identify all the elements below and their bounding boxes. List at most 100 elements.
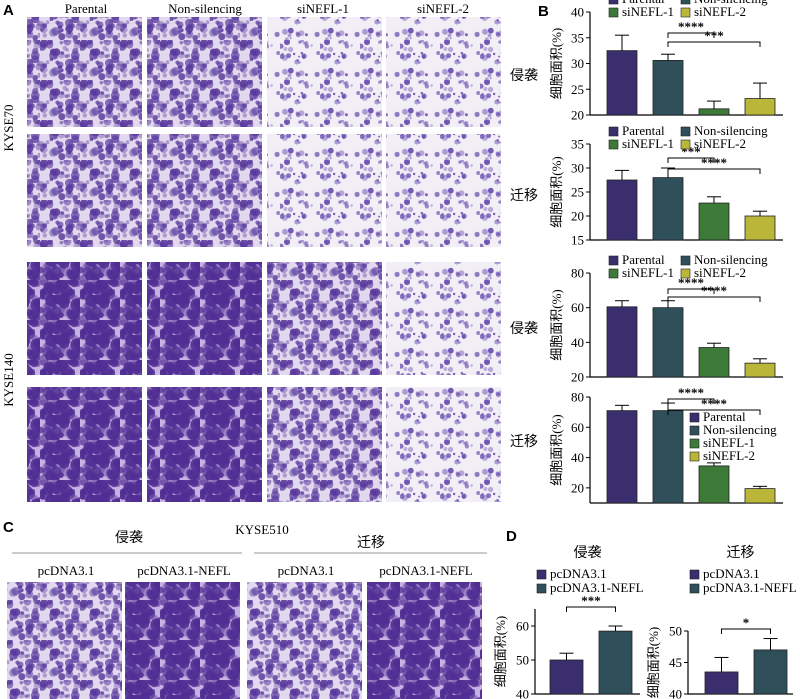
legend-label: siNEFL-2 — [694, 265, 746, 280]
legend-label: Non-silencing — [694, 123, 768, 138]
y-tick-label: 45 — [669, 655, 682, 670]
y-tick-label: 80 — [571, 390, 584, 405]
significance-bracket — [667, 41, 761, 47]
column-label-sinefl-1: siNEFL-1 — [297, 1, 349, 16]
y-axis-label: 细胞面积(%) — [493, 616, 508, 688]
micrograph-kyse510-1 — [7, 582, 122, 699]
y-axis-label: 细胞面积(%) — [549, 414, 564, 486]
legend-label: pcDNA3.1 — [550, 566, 607, 581]
micrograph-kyse140-invasion-4 — [386, 262, 501, 375]
micrograph-kyse70-migration-4 — [386, 134, 501, 247]
panel-letter-d: D — [506, 528, 517, 545]
micrograph-kyse140-migration-1 — [27, 387, 142, 502]
chart-title: 迁移 — [727, 545, 755, 561]
panel-letter-a: A — [3, 2, 14, 19]
y-tick-label: 40 — [571, 450, 584, 465]
row-label-kyse70-invasion: 侵袭 — [510, 67, 538, 84]
significance-bracket — [667, 288, 715, 294]
legend-swatch — [536, 569, 547, 580]
y-tick-label: 35 — [571, 30, 584, 45]
micrograph-kyse70-migration-2 — [147, 134, 262, 247]
y-axis-label: 细胞面积(%) — [549, 28, 564, 100]
panel-letter-b: B — [538, 3, 549, 20]
bar-pcdna3-1 — [549, 659, 584, 695]
legend-swatch — [680, 0, 691, 5]
micrograph-kyse140-migration-3 — [267, 387, 382, 502]
significance-bracket — [566, 606, 616, 612]
bar-sinefl-1 — [698, 108, 730, 116]
significance-label: **** — [678, 275, 704, 290]
significance-label: **** — [701, 396, 727, 411]
y-axis-label: 细胞面积(%) — [549, 289, 564, 361]
significance-label: *** — [704, 28, 724, 43]
chart-1: 20 25 30 35 40 细胞面积(%) ******* Parental Non-sile… — [549, 0, 783, 123]
significance-bracket — [667, 157, 715, 163]
legend-label: siNEFL-2 — [694, 4, 746, 19]
micrograph-kyse140-invasion-1 — [27, 262, 142, 375]
row-group-label-kyse70: KYSE70 — [1, 105, 16, 152]
group-label-invasion: 侵袭 — [115, 529, 143, 546]
bar-parental — [606, 179, 638, 241]
micrograph-kyse510-3 — [247, 582, 362, 699]
y-tick-label: 20 — [571, 108, 584, 123]
panel-a-micrographs: Parental Non-silencing siNEFL-1 siNEFL-2… — [1, 1, 538, 502]
significance-label: **** — [701, 283, 727, 298]
legend-swatch — [608, 268, 619, 279]
y-tick-label: 20 — [571, 370, 584, 385]
y-tick-label: 60 — [516, 619, 529, 634]
row-label-kyse140-migration: 迁移 — [510, 434, 538, 450]
column-label-pcdna-nefl: pcDNA3.1-NEFL — [137, 563, 231, 578]
bar-non-silencing — [652, 60, 684, 116]
column-label-parental: Parental — [65, 1, 108, 16]
y-tick-label: 40 — [516, 687, 529, 699]
row-group-label-kyse140: KYSE140 — [1, 353, 16, 406]
legend-label: Parental — [703, 409, 746, 424]
column-label-non-silencing: Non-silencing — [168, 1, 242, 16]
y-tick-label: 25 — [571, 185, 584, 200]
legend-swatch — [680, 255, 691, 266]
micrograph-kyse140-invasion-3 — [267, 262, 382, 375]
y-tick-label: 50 — [669, 624, 682, 639]
micrograph-kyse140-migration-4 — [386, 387, 501, 502]
significance-bracket — [667, 409, 761, 415]
significance-label: * — [743, 615, 750, 630]
y-tick-label: 20 — [571, 480, 584, 495]
y-tick-label: 30 — [571, 161, 584, 176]
legend-swatch — [680, 7, 691, 18]
significance-bracket — [721, 628, 771, 634]
legend-swatch — [608, 0, 619, 5]
significance-bracket — [667, 32, 715, 38]
row-label-kyse140-invasion: 侵袭 — [510, 320, 538, 337]
micrograph-kyse70-invasion-1 — [27, 17, 142, 127]
y-tick-label: 40 — [571, 5, 584, 20]
significance-bracket — [667, 168, 761, 174]
legend-swatch — [689, 438, 700, 449]
row-label-kyse70-migration: 迁移 — [510, 188, 538, 204]
panel-c-micrographs: KYSE510 侵袭 迁移 pcDNA3.1 pcDNA3.1-NEFL pcD… — [7, 522, 487, 699]
legend-swatch — [689, 425, 700, 436]
significance-label: **** — [701, 155, 727, 170]
legend-swatch — [689, 569, 700, 580]
legend-label: pcDNA3.1-NEFL — [703, 580, 797, 595]
y-tick-label: 25 — [571, 82, 584, 97]
chart-title: 侵袭 — [574, 544, 602, 561]
micrograph-kyse510-4 — [367, 582, 482, 699]
bar-sinefl-1 — [698, 202, 730, 241]
y-tick-label: 60 — [571, 420, 584, 435]
legend-swatch — [680, 139, 691, 150]
bar-sinefl-2 — [744, 488, 776, 504]
bar-sinefl-1 — [698, 465, 730, 504]
panel-letter-c: C — [3, 519, 14, 536]
significance-bracket — [667, 398, 715, 404]
legend-swatch — [608, 139, 619, 150]
legend-swatch — [680, 126, 691, 137]
y-tick-label: 40 — [571, 335, 584, 350]
significance-label: **** — [678, 385, 704, 400]
legend-label: Non-silencing — [703, 422, 777, 437]
bar-sinefl-2 — [744, 215, 776, 241]
column-label-sinefl-2: siNEFL-2 — [417, 1, 469, 16]
legend-label: Non-silencing — [694, 0, 768, 6]
bar-parental — [606, 410, 638, 504]
